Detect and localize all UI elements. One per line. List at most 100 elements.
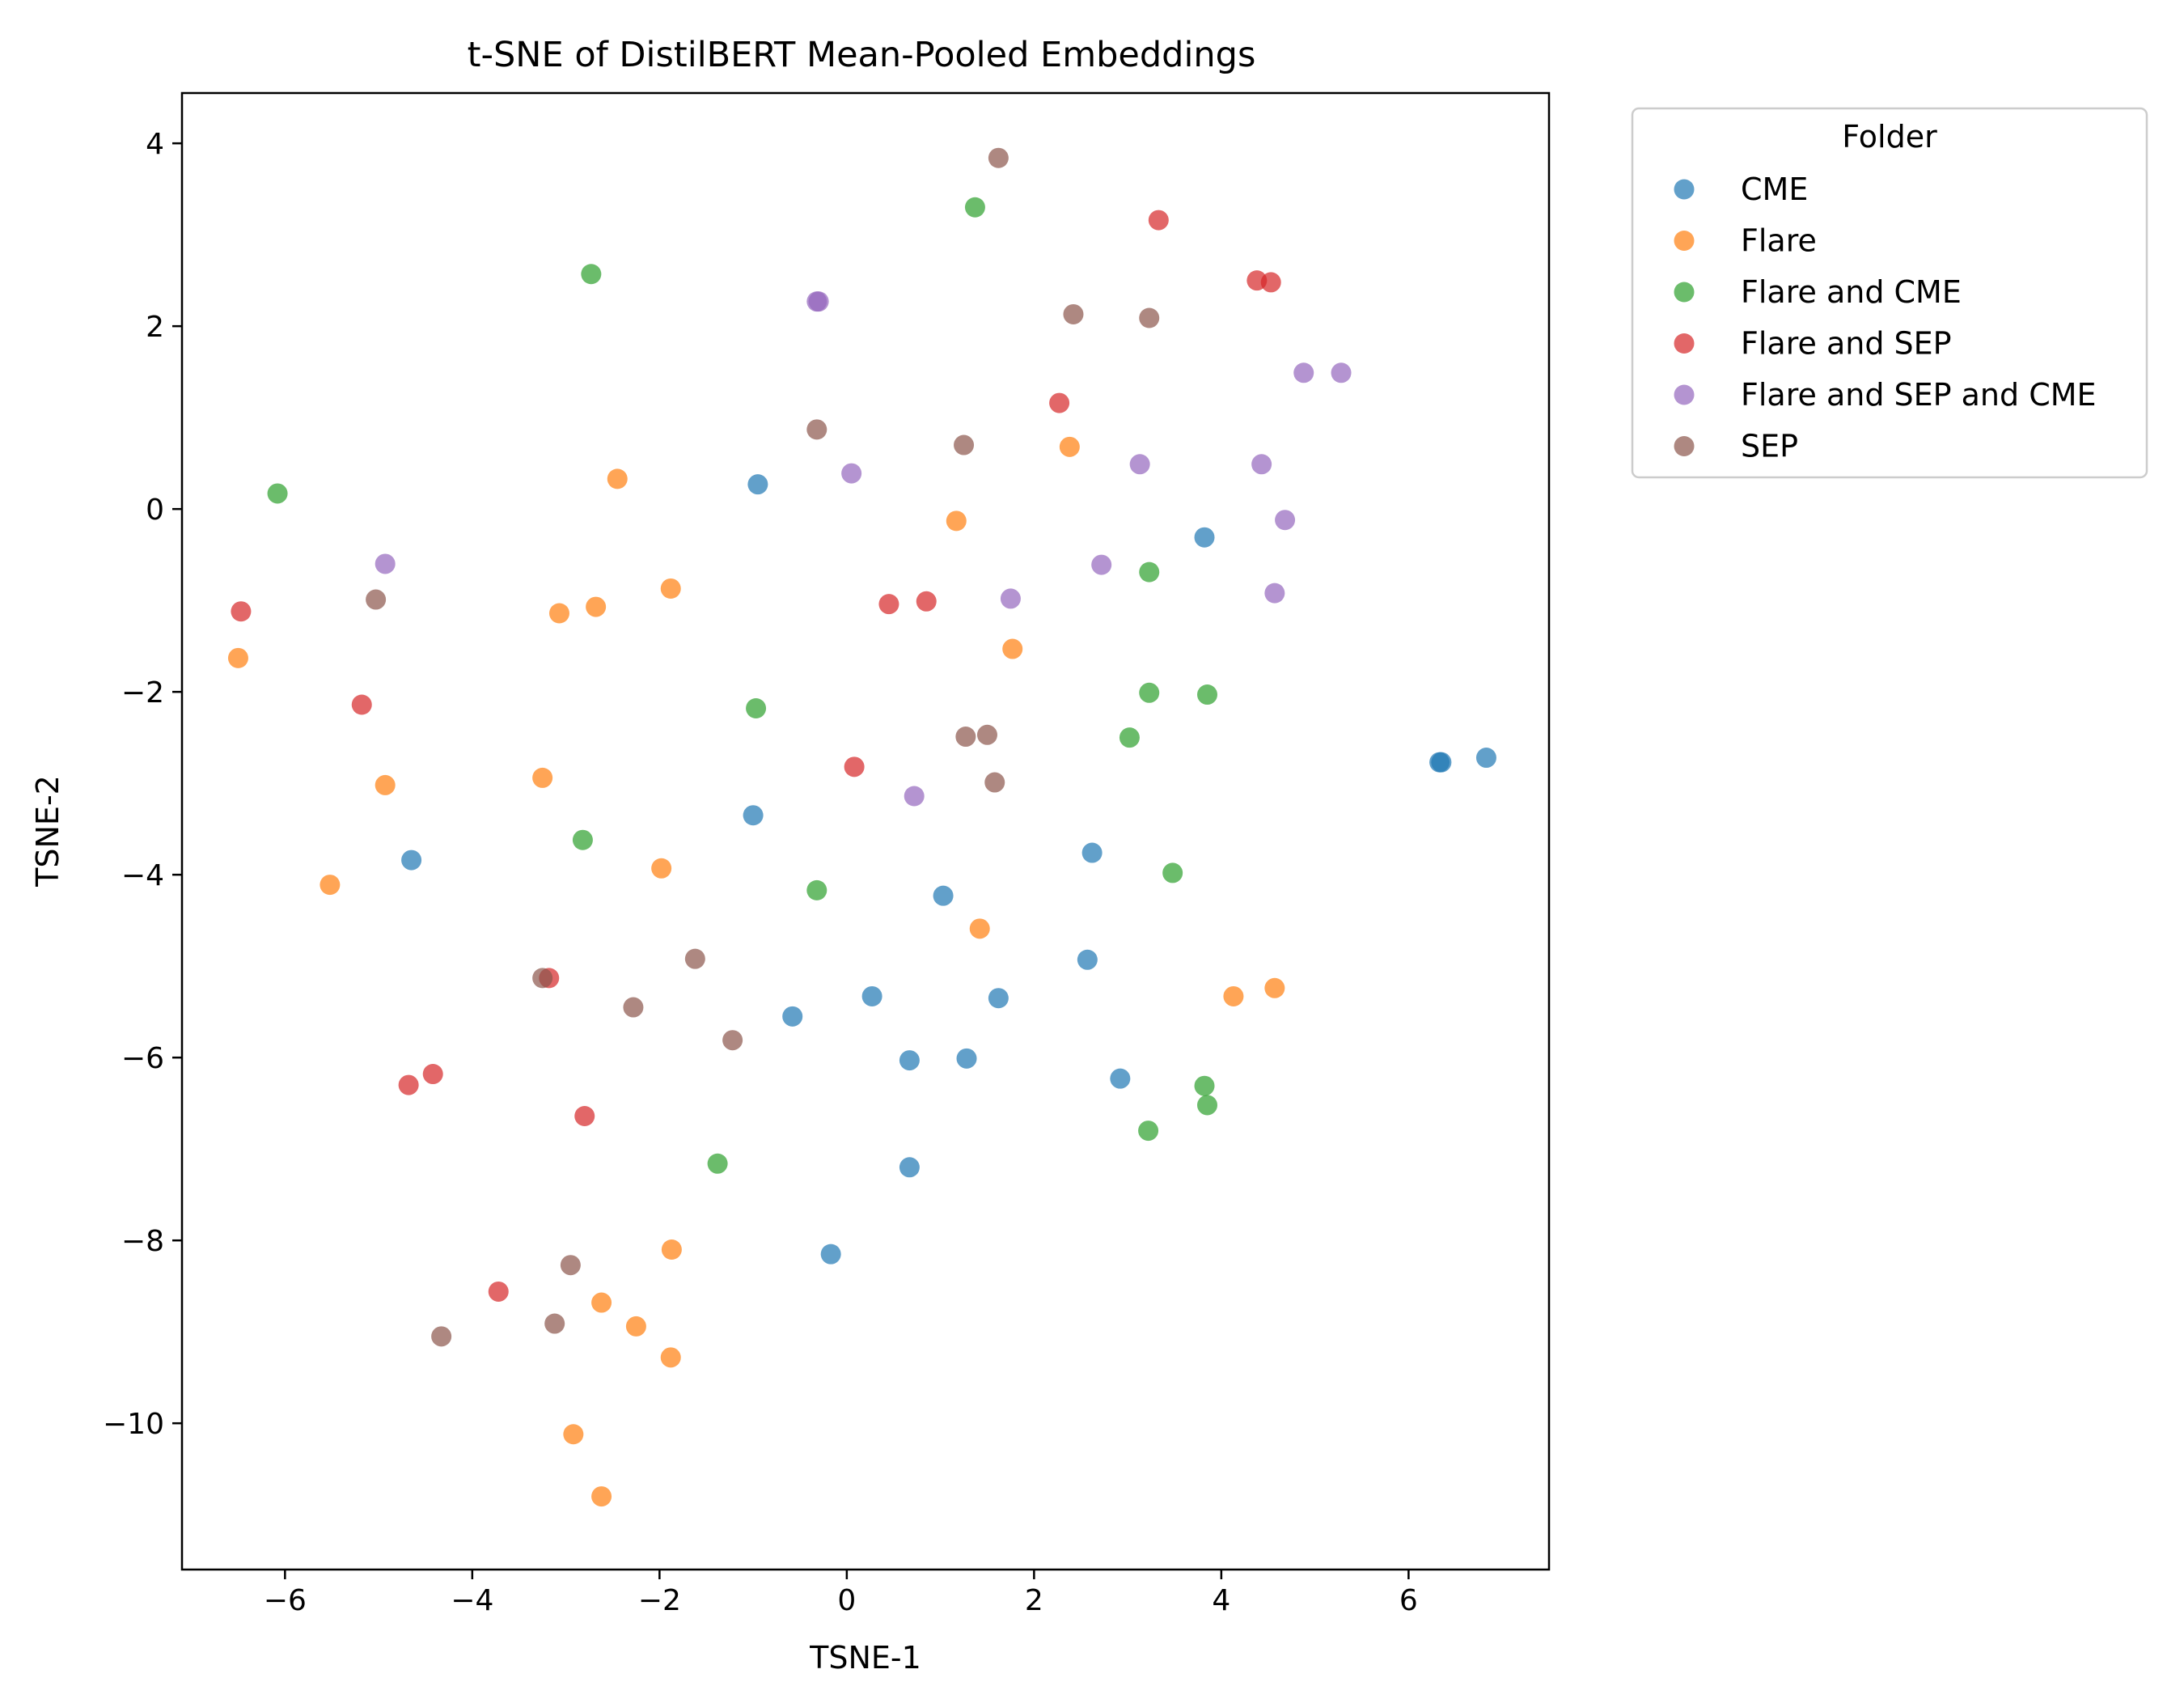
data-point: [1197, 1095, 1217, 1116]
series-group: [375, 291, 1352, 807]
data-point: [1162, 862, 1183, 883]
x-tick-label: 6: [1399, 1584, 1418, 1617]
data-point: [661, 1239, 682, 1260]
legend-entries: CME Flare Flare and CME Flare and SEP Flare …: [1674, 172, 2097, 464]
data-point: [623, 997, 644, 1018]
plot-frame: [180, 91, 1551, 1571]
data-point: [743, 805, 764, 826]
data-point: [806, 879, 827, 900]
data-point: [1059, 436, 1080, 457]
data-point: [375, 774, 396, 795]
data-point: [586, 596, 607, 617]
data-points: [227, 147, 1496, 1507]
data-point: [1091, 554, 1112, 575]
data-point: [747, 474, 768, 495]
data-point: [231, 601, 252, 622]
y-tick-label: −10: [103, 1408, 164, 1441]
x-tick-label: 0: [837, 1584, 856, 1617]
data-point: [844, 756, 865, 777]
plot-area: [180, 91, 1551, 1571]
legend-label: CME: [1741, 172, 1808, 207]
data-point: [976, 724, 997, 745]
data-point: [1331, 362, 1352, 383]
x-tick-label: 2: [1025, 1584, 1043, 1617]
data-point: [988, 147, 1009, 168]
data-point: [227, 647, 248, 668]
data-point: [1138, 1121, 1159, 1142]
data-point: [1293, 362, 1314, 383]
data-point: [1139, 682, 1160, 703]
legend-marker: [1674, 333, 1695, 354]
data-point: [320, 875, 341, 896]
data-point: [607, 468, 628, 489]
data-point: [1431, 752, 1452, 773]
series-group: [401, 474, 1496, 1265]
data-point: [969, 918, 990, 939]
data-point: [956, 1048, 977, 1069]
data-point: [532, 968, 553, 989]
data-point: [574, 1106, 595, 1127]
data-point: [841, 463, 862, 484]
x-axis-title: TSNE-1: [809, 1640, 921, 1676]
data-point: [532, 767, 553, 788]
data-point: [820, 1244, 841, 1265]
legend-box: [1631, 107, 2148, 479]
legend-marker: [1674, 231, 1695, 251]
data-point: [933, 885, 954, 906]
data-point: [1194, 1075, 1215, 1096]
x-tick-label: 4: [1212, 1584, 1230, 1617]
data-point: [1139, 307, 1160, 328]
chart-title: t-SNE of DistilBERT Mean-Pooled Embeddin…: [468, 35, 1256, 75]
y-tick-label: 4: [146, 128, 164, 161]
data-point: [806, 419, 827, 440]
data-point: [548, 603, 569, 624]
legend-label: Flare: [1741, 223, 1817, 259]
legend-marker: [1674, 384, 1695, 405]
data-point: [1251, 454, 1272, 475]
data-point: [625, 1316, 646, 1337]
data-point: [684, 948, 705, 969]
data-point: [1197, 684, 1217, 705]
data-point: [1081, 842, 1103, 863]
y-tick-label: −6: [121, 1042, 164, 1075]
data-point: [988, 988, 1009, 1009]
data-point: [431, 1326, 452, 1347]
data-point: [572, 829, 593, 850]
data-point: [722, 1030, 743, 1051]
series-group: [231, 210, 1281, 1302]
data-point: [1223, 985, 1244, 1006]
legend: Folder CME Flare Flare and CME Flare and SE…: [1631, 107, 2148, 479]
data-point: [422, 1064, 443, 1085]
data-point: [904, 786, 925, 807]
data-point: [1129, 454, 1150, 475]
data-point: [1000, 588, 1021, 609]
data-point: [1063, 303, 1084, 324]
data-point: [899, 1157, 920, 1178]
data-point: [899, 1050, 920, 1071]
data-point: [375, 553, 396, 574]
y-tick-label: 0: [146, 494, 164, 527]
legend-marker: [1674, 179, 1695, 200]
data-point: [267, 483, 288, 504]
data-point: [954, 434, 975, 455]
data-point: [366, 589, 387, 610]
legend-label: Flare and CME: [1741, 274, 1962, 310]
data-point: [401, 850, 422, 871]
data-point: [488, 1281, 509, 1302]
data-point: [398, 1074, 419, 1095]
data-point: [1110, 1068, 1131, 1089]
data-point: [591, 1486, 612, 1507]
data-point: [544, 1313, 565, 1334]
data-point: [707, 1153, 728, 1174]
data-point: [351, 694, 372, 715]
data-point: [782, 1006, 803, 1027]
data-point: [660, 1347, 681, 1368]
legend-title: Folder: [1842, 119, 1937, 155]
data-point: [1264, 977, 1285, 998]
y-tick-label: −2: [121, 676, 164, 710]
data-point: [916, 591, 937, 612]
data-point: [955, 727, 976, 748]
data-point: [1194, 527, 1215, 548]
legend-marker: [1674, 282, 1695, 303]
